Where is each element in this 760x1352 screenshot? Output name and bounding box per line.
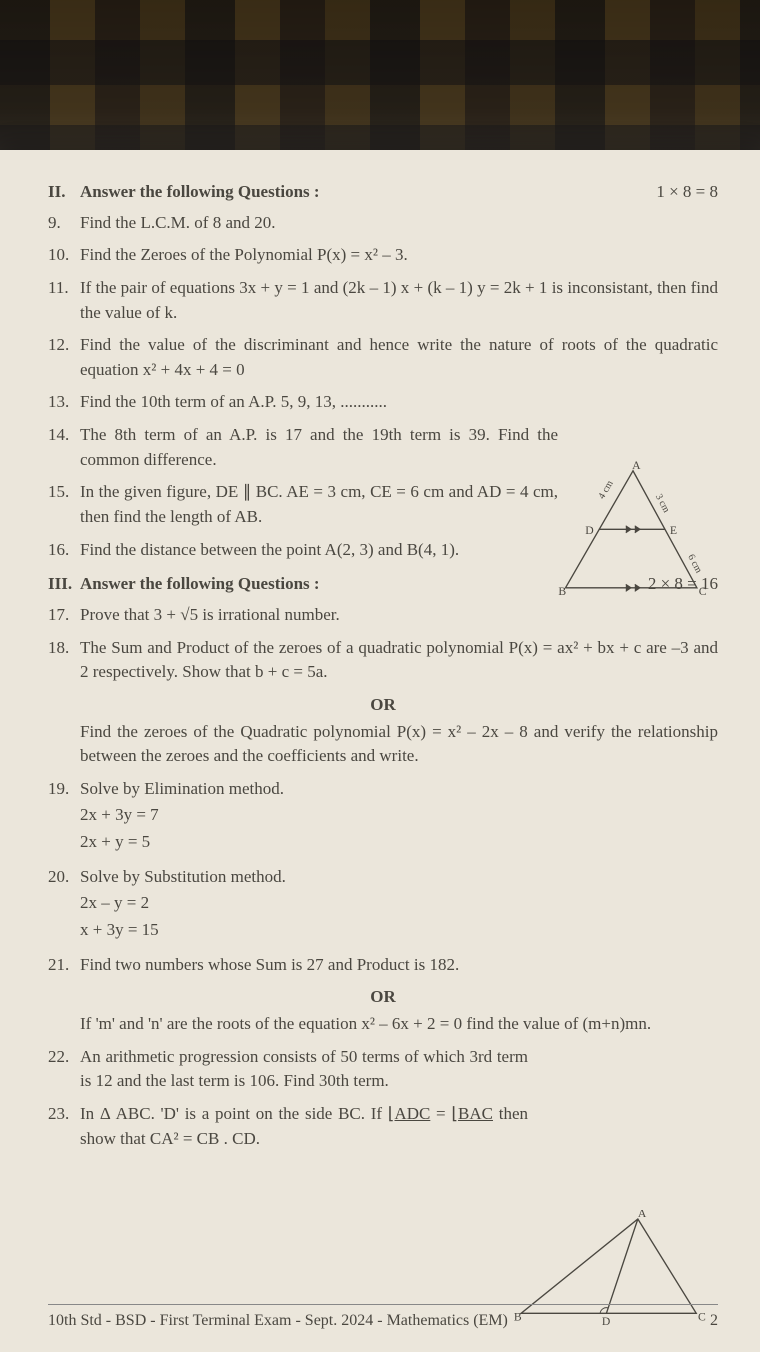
q-num: 17. <box>48 603 80 628</box>
vertex-A: A <box>632 460 641 472</box>
q-num: 19. <box>48 777 80 802</box>
page-footer: 10th Std - BSD - First Terminal Exam - S… <box>48 1304 718 1332</box>
q23-bac: ⌊BAC <box>451 1104 493 1123</box>
q23-adc: ⌊ADC <box>388 1104 431 1123</box>
q-text: Prove that 3 + √5 is irrational number. <box>80 603 718 628</box>
or-label: OR <box>48 985 718 1010</box>
q-num: 16. <box>48 538 80 563</box>
section-II-label: II. <box>48 180 80 205</box>
question-11: 11. If the pair of equations 3x + y = 1 … <box>48 276 718 325</box>
q-text: If the pair of equations 3x + y = 1 and … <box>80 276 718 325</box>
section-III-label: III. <box>48 572 80 597</box>
q-num: 22. <box>48 1045 80 1070</box>
section-II-marks: 1 × 8 = 8 <box>656 180 718 205</box>
q-text: Find two numbers whose Sum is 27 and Pro… <box>80 953 718 978</box>
q-num: 10. <box>48 243 80 268</box>
vertex-E: E <box>670 524 677 537</box>
section-II-title: Answer the following Questions : <box>80 180 656 205</box>
q20-title: Solve by Substitution method. <box>80 865 718 890</box>
page-number: 2 <box>710 1309 718 1332</box>
question-19: 19. Solve by Elimination method. 2x + 3y… <box>48 777 718 857</box>
q-text: In the given figure, DE ∥ BC. AE = 3 cm,… <box>80 480 558 529</box>
question-12: 12. Find the value of the discriminant a… <box>48 333 718 382</box>
plaid-background <box>0 0 760 170</box>
triangle-q15-icon: A B C D E 4 cm 3 cm 6 cm <box>558 460 708 595</box>
q-num: 23. <box>48 1102 80 1127</box>
q-text: Solve by Substitution method. 2x – y = 2… <box>80 865 718 945</box>
vertex-A: A <box>638 1210 647 1220</box>
q-num: 20. <box>48 865 80 890</box>
q-num: 9. <box>48 211 80 236</box>
q-text: If 'm' and 'n' are the roots of the equa… <box>80 1012 718 1037</box>
question-10: 10. Find the Zeroes of the Polynomial P(… <box>48 243 718 268</box>
q-num: 12. <box>48 333 80 358</box>
vertex-C: C <box>699 585 707 595</box>
q19-eq2: 2x + y = 5 <box>80 830 718 855</box>
q-text: Find the zeroes of the Quadratic polynom… <box>80 720 718 769</box>
footer-text: 10th Std - BSD - First Terminal Exam - S… <box>48 1309 508 1332</box>
q20-eq2: x + 3y = 15 <box>80 918 718 943</box>
question-17: 17. Prove that 3 + √5 is irrational numb… <box>48 603 718 628</box>
vertex-B: B <box>558 585 566 595</box>
section-II-header: II. Answer the following Questions : 1 ×… <box>48 180 718 205</box>
q19-title: Solve by Elimination method. <box>80 777 718 802</box>
question-20: 20. Solve by Substitution method. 2x – y… <box>48 865 718 945</box>
q-text: Find the value of the discriminant and h… <box>80 333 718 382</box>
q-text: The Sum and Product of the zeroes of a q… <box>80 636 718 685</box>
vertex-D: D <box>585 524 593 537</box>
exam-page: II. Answer the following Questions : 1 ×… <box>0 150 760 1352</box>
q-num: 15. <box>48 480 80 505</box>
q19-eq1: 2x + 3y = 7 <box>80 803 718 828</box>
q-text: An arithmetic progression consists of 50… <box>80 1045 528 1094</box>
question-21: 21. Find two numbers whose Sum is 27 and… <box>48 953 718 978</box>
q23-a: In Δ ABC. 'D' is a point on the side BC.… <box>80 1104 388 1123</box>
q-num: 13. <box>48 390 80 415</box>
q-text: Find the Zeroes of the Polynomial P(x) =… <box>80 243 718 268</box>
q-text: Find the L.C.M. of 8 and 20. <box>80 211 718 236</box>
question-13: 13. Find the 10th term of an A.P. 5, 9, … <box>48 390 718 415</box>
q-text: Find the 10th term of an A.P. 5, 9, 13, … <box>80 390 558 415</box>
q-num: 21. <box>48 953 80 978</box>
q-text: In Δ ABC. 'D' is a point on the side BC.… <box>80 1102 528 1151</box>
question-18-or: Find the zeroes of the Quadratic polynom… <box>48 720 718 769</box>
q-text: The 8th term of an A.P. is 17 and the 19… <box>80 423 558 472</box>
q-num: 14. <box>48 423 80 448</box>
question-22: 22. An arithmetic progression consists o… <box>48 1045 718 1094</box>
side-AD: 4 cm <box>596 478 615 501</box>
question-18: 18. The Sum and Product of the zeroes of… <box>48 636 718 685</box>
or-label: OR <box>48 693 718 718</box>
q-text: Solve by Elimination method. 2x + 3y = 7… <box>80 777 718 857</box>
q-num: 18. <box>48 636 80 661</box>
q-text: Find the distance between the point A(2,… <box>80 538 558 563</box>
q-num: 11. <box>48 276 80 301</box>
question-21-or: If 'm' and 'n' are the roots of the equa… <box>48 1012 718 1037</box>
question-9: 9. Find the L.C.M. of 8 and 20. <box>48 211 718 236</box>
question-23: 23. In Δ ABC. 'D' is a point on the side… <box>48 1102 718 1151</box>
q23-eq: = <box>430 1104 451 1123</box>
q20-eq1: 2x – y = 2 <box>80 891 718 916</box>
